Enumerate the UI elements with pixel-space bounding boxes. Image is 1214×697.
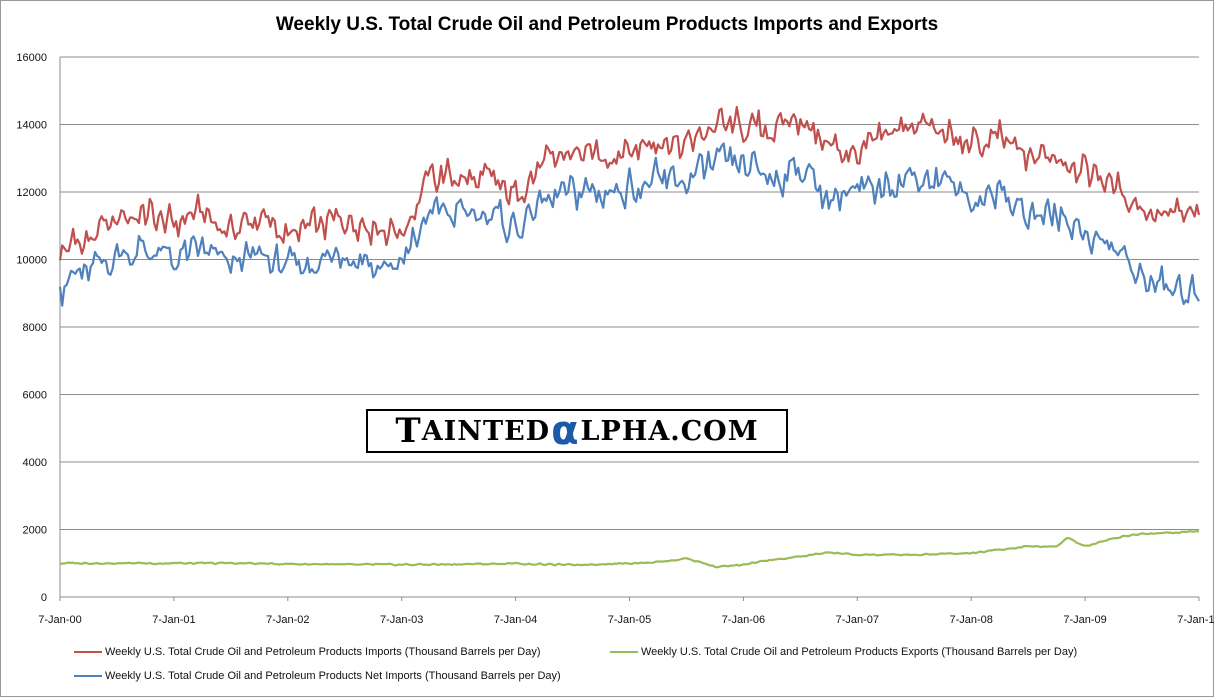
y-tick-label: 8000 [23,322,47,334]
x-tick-label: 7-Jan-08 [949,614,992,626]
x-tick-label: 7-Jan-03 [380,614,423,626]
y-tick-label: 2000 [23,525,47,537]
logo-text-lpha: LPHA.COM [580,415,759,447]
y-tick-label: 0 [41,592,47,604]
y-tick-label: 16000 [16,52,47,64]
x-tick-label: 7-Jan-00 [38,614,81,626]
x-tick-label: 7-Jan-10 [1177,614,1214,626]
y-tick-label: 12000 [16,187,47,199]
x-tick-label: 7-Jan-06 [722,614,765,626]
series-line-imports [58,105,1201,261]
y-tick-label: 14000 [16,120,47,132]
x-tick-label: 7-Jan-09 [1063,614,1106,626]
y-tick-label: 4000 [23,457,47,469]
series-line-exports [59,530,1200,569]
tainted-alpha-logo: T AINTED α LPHA.COM [366,408,788,454]
y-tick-label: 10000 [16,255,47,267]
x-tick-label: 7-Jan-02 [266,614,309,626]
chart-title: Weekly U.S. Total Crude Oil and Petroleu… [275,14,939,35]
logo-text-ainted: AINTED [421,415,551,447]
y-tick-label: 6000 [23,390,47,402]
x-tick-label: 7-Jan-04 [494,614,537,626]
logo-alpha-glyph: α [551,408,580,454]
logo-letter-t: T [395,411,422,451]
series-line-net-imports [58,142,1200,307]
x-tick-label: 7-Jan-05 [608,614,651,626]
x-tick-label: 7-Jan-01 [152,614,195,626]
x-tick-label: 7-Jan-07 [836,614,879,626]
